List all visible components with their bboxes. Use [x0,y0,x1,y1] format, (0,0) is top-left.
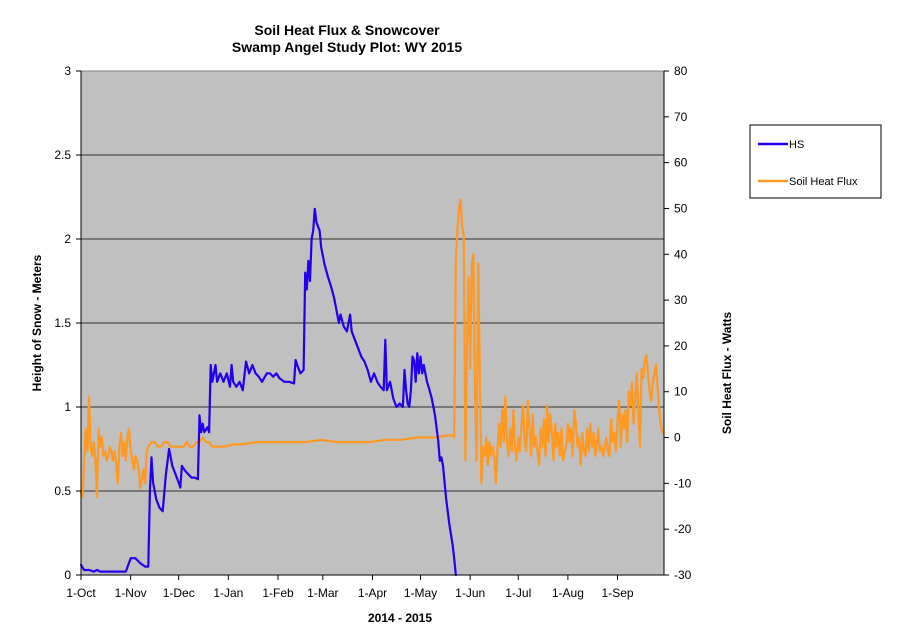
legend-box [749,124,882,199]
left-axis-tick-label: 1 [64,400,71,414]
x-axis-tick-label: 1-May [404,586,437,600]
series-layer [79,198,664,577]
left-axis-tick-label: 0 [64,568,71,582]
left-axis-tick-label: 1.5 [54,316,71,330]
left-axis-tick-label: 2 [64,232,71,246]
series-line-hs [79,207,457,577]
right-axis-tick-label: 20 [674,339,688,353]
x-axis-tick-label: 1-Jul [505,586,531,600]
legend-label-soil-heat-flux: Soil Heat Flux [789,176,858,188]
right-axis-tick-label: 40 [674,247,688,261]
right-y-axis-title: Soil Heat Flux - Watts [720,312,734,435]
left-y-axis-title: Height of Snow - Meters [30,254,44,391]
x-axis-tick-label: 1-Aug [552,586,584,600]
x-axis-tick-label: 1-Oct [66,586,96,600]
right-axis-tick-label: 80 [674,64,688,78]
left-axis-tick-label: 2.5 [54,148,71,162]
right-axis-tick-label: 30 [674,293,688,307]
x-axis-tick-label: 1-Feb [262,586,294,600]
right-axis-tick-label: 0 [674,431,681,445]
axes: 0 0.5 1 1.5 2 2.5 3 -30 -20 -10 0 10 20 30 40 50 60 70 80 1… [54,64,691,600]
chart-subtitle: Swamp Angel Study Plot: WY 2015 [232,39,462,55]
right-axis-tick-label: -10 [674,476,692,490]
right-axis-tick-label: 10 [674,385,688,399]
right-axis-tick-label: -30 [674,568,692,582]
x-axis-tick-label: 1-Sep [602,586,634,600]
x-axis-tick-label: 1-Jan [213,586,243,600]
right-axis-tick-label: -20 [674,522,692,536]
right-axis-tick-label: 50 [674,201,688,215]
x-axis-title: 2014 - 2015 [368,611,432,625]
x-axis-tick-label: 1-Apr [358,586,387,600]
right-axis-tick-label: 60 [674,156,688,170]
chart-title: Soil Heat Flux & Snowcover [254,22,440,38]
legend-label-hs: HS [789,139,804,151]
gridlines [81,154,664,492]
series-line-soil-heat-flux [79,198,664,499]
x-axis-tick-label: 1-Mar [307,586,338,600]
x-axis-tick-label: 1-Dec [163,586,195,600]
left-axis-tick-label: 0.5 [54,484,71,498]
x-axis-tick-label: 1-Nov [115,586,147,600]
legend: HS Soil Heat Flux [749,124,882,199]
x-axis-tick-label: 1-Jun [455,586,485,600]
left-axis-tick-label: 3 [64,64,71,78]
right-axis-tick-label: 70 [674,110,688,124]
